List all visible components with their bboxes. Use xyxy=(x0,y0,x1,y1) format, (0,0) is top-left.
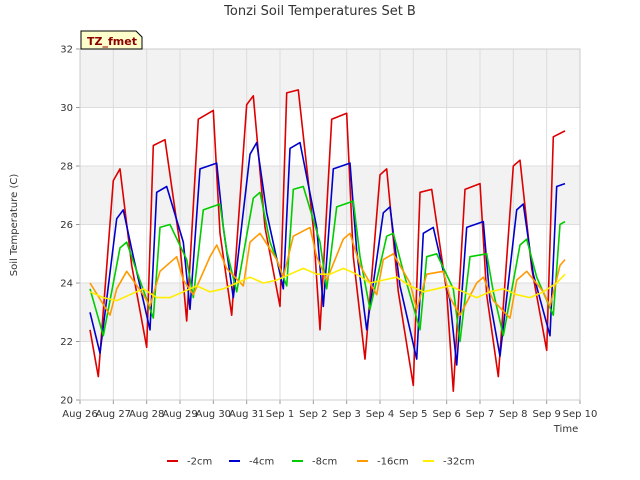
x-tick-label: Aug 29 xyxy=(162,409,197,420)
series-line-neg8cm xyxy=(89,185,566,343)
legend-label: -32cm xyxy=(443,457,475,468)
x-tick-label: Sep 9 xyxy=(532,409,560,420)
legend-label: -4cm xyxy=(249,457,274,468)
x-tick-label: Sep 3 xyxy=(332,409,360,420)
y-tick-label: 32 xyxy=(60,45,73,56)
x-tick-label: Sep 1 xyxy=(266,409,294,420)
x-tick-label: Sep 7 xyxy=(466,409,494,420)
site-tag: TZ_fmet xyxy=(80,30,143,50)
x-tick-label: Aug 30 xyxy=(196,409,231,420)
plot-band xyxy=(80,49,580,108)
x-axis-label: Time xyxy=(553,424,578,435)
y-tick-label: 20 xyxy=(60,396,73,407)
y-axis-label: Soil Temperature (C) xyxy=(9,174,20,277)
x-tick-label: Aug 26 xyxy=(62,409,97,420)
x-tick-label: Aug 28 xyxy=(129,409,164,420)
series-lines xyxy=(89,89,566,393)
chart-title: Tonzi Soil Temperatures Set B xyxy=(223,4,416,19)
legend: -2cm -4cm -8cm -16cm -32cm xyxy=(167,457,475,468)
plot-band xyxy=(80,283,580,342)
x-tick-label: Aug 27 xyxy=(96,409,131,420)
legend-label: -2cm xyxy=(187,457,212,468)
x-tick-label: Sep 6 xyxy=(432,409,460,420)
y-tick-label: 26 xyxy=(60,220,73,231)
x-tick-label: Sep 2 xyxy=(299,409,327,420)
plot-border xyxy=(79,48,581,401)
y-tick-label: 22 xyxy=(60,337,73,348)
series-line-neg2cm xyxy=(89,89,566,393)
x-tick-label: Sep 4 xyxy=(366,409,394,420)
series-line-neg4cm xyxy=(89,141,566,366)
y-tick-label: 24 xyxy=(60,279,73,290)
series-line-neg16cm xyxy=(89,226,566,319)
y-tick-label: 30 xyxy=(60,103,73,114)
series-line-neg32cm xyxy=(89,267,566,302)
legend-label: -16cm xyxy=(377,457,409,468)
x-tick-label: Aug 31 xyxy=(229,409,264,420)
x-tick-label: Sep 5 xyxy=(399,409,427,420)
legend-label: -8cm xyxy=(312,457,337,468)
y-tick-label: 28 xyxy=(60,162,73,173)
x-tick-label: Sep 10 xyxy=(563,409,598,420)
site-tag-label: TZ_fmet xyxy=(87,35,137,48)
site-tag-box xyxy=(80,30,143,50)
x-tick-label: Sep 8 xyxy=(499,409,527,420)
